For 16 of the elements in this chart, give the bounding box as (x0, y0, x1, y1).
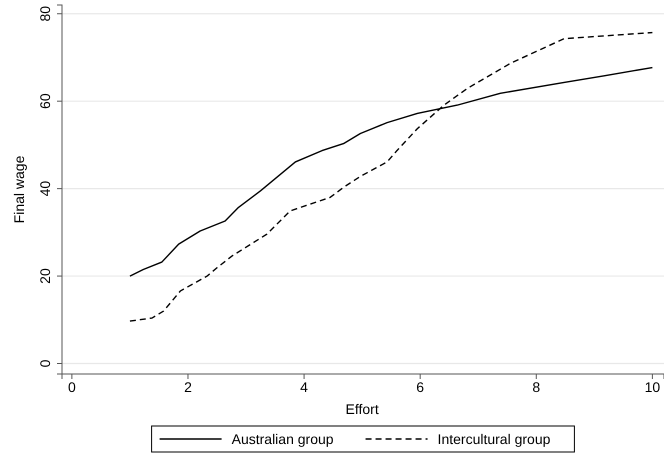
y-axis-title: Final wage (11, 155, 27, 224)
y-tick-label: 80 (37, 6, 53, 22)
x-tick-label: 2 (184, 378, 192, 395)
x-tick-label: 6 (416, 378, 424, 395)
x-tick-label: 4 (300, 378, 308, 395)
line-series (129, 32, 654, 322)
y-tick-label: 20 (37, 268, 53, 284)
x-tick-label: 10 (644, 378, 660, 395)
x-axis-title: Effort (346, 401, 379, 417)
legend-label: Intercultural group (438, 431, 551, 447)
y-tick-label: 40 (37, 180, 53, 196)
y-tick-label: 0 (37, 359, 53, 368)
y-tick-label: 60 (37, 93, 53, 109)
x-tick-label: 0 (68, 378, 76, 395)
x-tick-label: 8 (532, 378, 540, 395)
legend-label: Australian group (232, 431, 334, 447)
